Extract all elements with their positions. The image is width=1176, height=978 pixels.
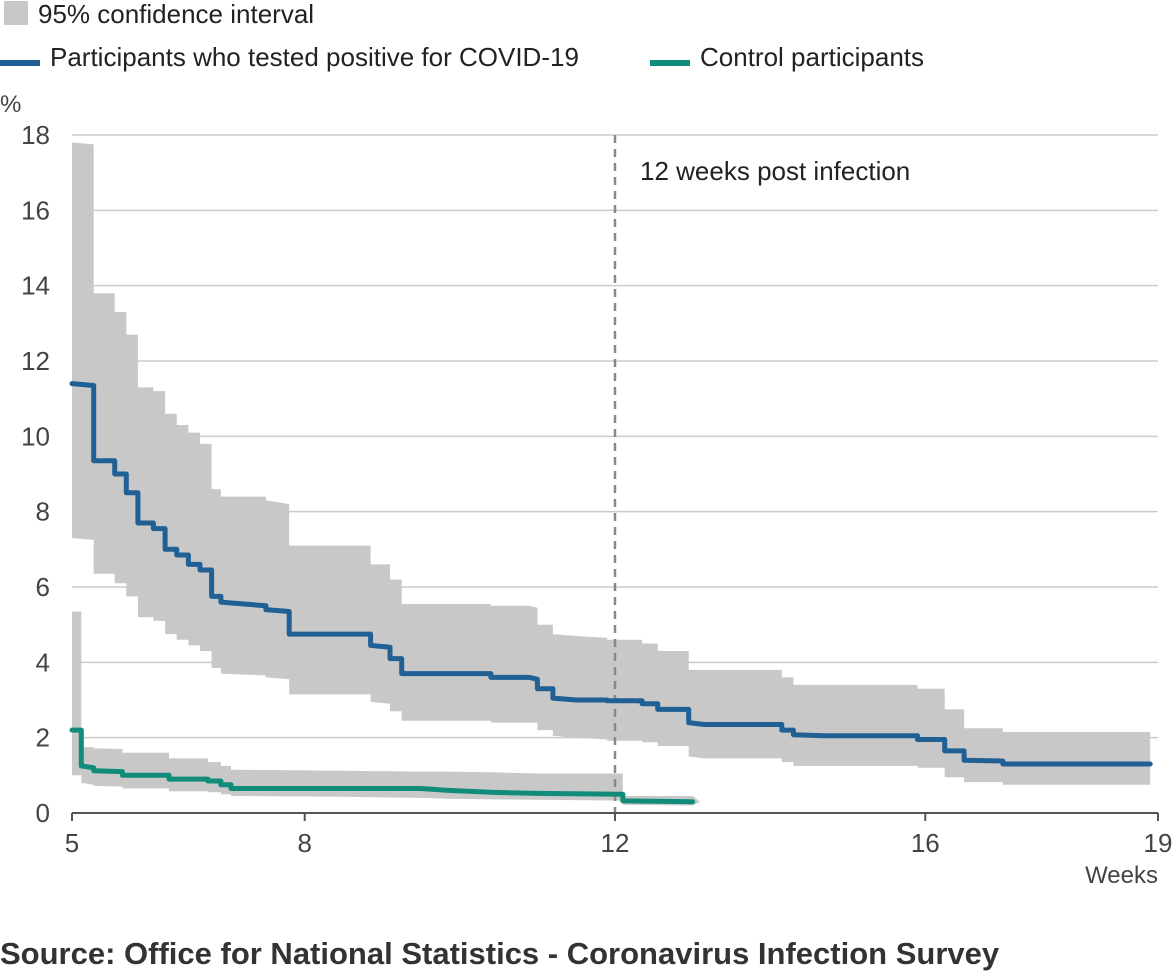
y-tick-label: 18 (21, 120, 50, 150)
covid-series-line (69, 381, 1153, 767)
y-tick-label: 12 (21, 346, 50, 376)
y-tick-label: 4 (36, 647, 50, 677)
source-note: Source: Office for National Statistics -… (0, 936, 1000, 971)
legend: 95% confidence interval Participants who… (0, 0, 924, 72)
y-tick-label: 14 (21, 271, 50, 301)
legend-covid-swatch (0, 60, 40, 66)
legend-ci-label: 95% confidence interval (38, 0, 314, 29)
y-tick-label: 2 (36, 723, 50, 753)
x-axis-label: Weeks (1085, 862, 1158, 889)
series-lines (69, 381, 1153, 805)
line-chart: 12 weeks post infection 024681012141618 … (0, 0, 1173, 889)
control-ci-band (72, 611, 701, 806)
x-tick-label: 5 (65, 828, 79, 858)
x-tick-label: 19 (1144, 828, 1173, 858)
x-tick-label: 12 (601, 828, 630, 858)
legend-control-label: Control participants (700, 42, 924, 72)
legend-ci-swatch (4, 1, 28, 25)
y-tick-label: 6 (36, 572, 50, 602)
legend-covid-label: Participants who tested positive for COV… (50, 42, 579, 72)
y-tick-label: 0 (36, 798, 50, 828)
x-axis-ticks: 5 8 12 16 19 (65, 813, 1173, 858)
control-series-line (69, 727, 696, 805)
annotation-text: 12 weeks post infection (640, 156, 910, 186)
covid-ci-band (72, 142, 1151, 785)
x-tick-label: 8 (297, 828, 311, 858)
y-tick-label: 16 (21, 195, 50, 225)
x-tick-label: 16 (911, 828, 940, 858)
y-tick-label: 8 (36, 497, 50, 527)
y-axis-ticks: 0 2 4 6 8 10 12 14 16 18 (21, 120, 50, 828)
y-tick-label: 10 (21, 421, 50, 451)
confidence-bands (72, 142, 1151, 806)
y-axis-label: % (0, 91, 21, 118)
legend-control-swatch (650, 60, 690, 66)
